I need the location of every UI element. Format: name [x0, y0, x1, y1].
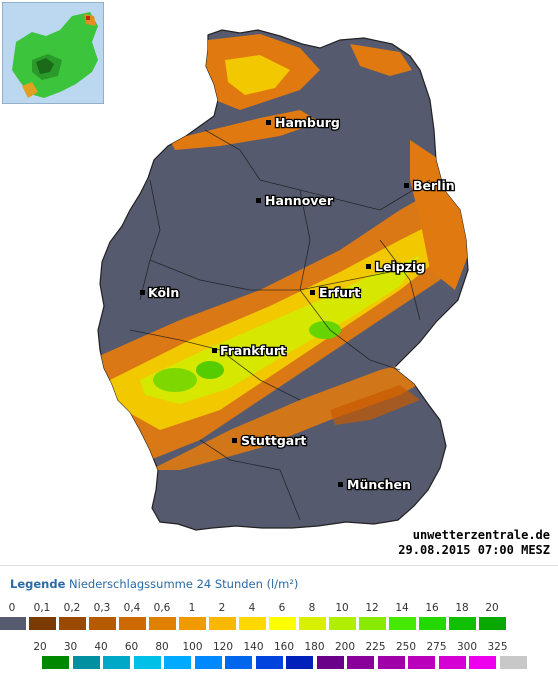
- legend-label: 200: [334, 641, 356, 653]
- legend-row-1: 0 0,1 0,2 0,3 0,4 0,6 1 2 4 6 8 10 12 14 16 18 20: [0, 602, 550, 632]
- credit-site: unwetterzentrale.de: [412, 528, 550, 542]
- legend-label: 60: [124, 641, 139, 653]
- legend-swatch: [72, 656, 100, 669]
- city-labels: Hamburg Berlin Hannover Leipzig Köln Erf…: [147, 114, 456, 494]
- legend-swatch: [239, 617, 266, 630]
- legend-swatch: [389, 617, 416, 630]
- legend-label: 180: [304, 641, 325, 653]
- legend-swatch: [119, 617, 146, 630]
- germany-map-svg: Hamburg Berlin Hannover Leipzig Köln Erf…: [97, 29, 469, 531]
- city-label-berlin: Berlin: [413, 178, 455, 193]
- legend-label: 2: [218, 602, 226, 614]
- city-label-erfurt: Erfurt: [319, 285, 360, 300]
- legend-label: 8: [308, 602, 316, 614]
- legend-label: 0,6: [153, 602, 171, 614]
- precipitation-overlay: [98, 34, 468, 470]
- legend-swatch: [438, 656, 466, 669]
- legend-label: 300: [456, 641, 478, 653]
- europe-overview-map[interactable]: [1, 1, 105, 105]
- legend-swatch: [89, 617, 116, 630]
- legend-swatch: [225, 656, 252, 669]
- precipitation-map: Hamburg Berlin Hannover Leipzig Köln Erf…: [1, 1, 550, 557]
- legend-swatch: [29, 617, 56, 630]
- legend-title: Legende Niederschlagssumme 24 Stunden (l…: [10, 577, 298, 591]
- city-markers: [140, 120, 409, 487]
- legend-label: 250: [395, 641, 417, 653]
- legend-swatch: [59, 617, 86, 630]
- city-label-stuttgart: Stuttgart: [241, 433, 306, 448]
- legend-label: 160: [273, 641, 295, 653]
- legend-title-text: Niederschlagssumme 24 Stunden (l/m²): [69, 577, 299, 591]
- legend-label: 0,2: [63, 602, 81, 614]
- legend-swatch: [0, 617, 26, 630]
- legend-swatch: [329, 617, 356, 630]
- legend-label: 80: [155, 641, 169, 653]
- legend-swatch: [359, 617, 386, 630]
- legend-label: 20: [33, 641, 47, 653]
- legend-swatch: [299, 617, 326, 630]
- city-label-frankfurt: Frankfurt: [220, 343, 286, 358]
- legend-label: 0: [8, 602, 16, 614]
- legend-divider: [0, 565, 558, 566]
- legend-swatch: [469, 656, 496, 669]
- legend-swatch: [377, 656, 405, 669]
- legend-swatch: [419, 617, 446, 630]
- legend-label: 120: [212, 641, 234, 653]
- legend-label: 275: [426, 641, 447, 653]
- legend-swatch: [347, 656, 374, 669]
- city-label-muenchen: München: [347, 477, 411, 492]
- legend-label: 140: [243, 641, 264, 653]
- legend-label: 4: [248, 602, 256, 614]
- legend-label: 10: [335, 602, 349, 614]
- city-label-leipzig: Leipzig: [375, 259, 425, 274]
- credit-timestamp: 29.08.2015 07:00 MESZ: [398, 543, 550, 557]
- legend-swatch: [179, 617, 206, 630]
- legend-label: 40: [94, 641, 108, 653]
- legend-swatch: [286, 656, 313, 669]
- city-label-koeln: Köln: [148, 285, 179, 300]
- legend-label: 325: [487, 641, 508, 653]
- legend-label: 0,4: [123, 602, 141, 614]
- europe-overview-svg: [1, 1, 105, 105]
- legend-label: 16: [425, 602, 439, 614]
- legend-label: 14: [395, 602, 409, 614]
- legend-label: 100: [182, 641, 203, 653]
- city-label-hannover: Hannover: [265, 193, 334, 208]
- legend-label: 225: [365, 641, 386, 653]
- legend-swatch: [133, 656, 161, 669]
- legend-label: 0,1: [33, 602, 51, 614]
- state-borders: [129, 129, 431, 521]
- legend-label: 20: [485, 602, 499, 614]
- legend-swatch: [449, 617, 476, 630]
- legend-label: 12: [365, 602, 379, 614]
- legend-title-bold: Legende: [10, 577, 66, 591]
- legend-swatch: [316, 656, 344, 669]
- legend-swatch: [209, 617, 236, 630]
- legend-label: 0,3: [93, 602, 111, 614]
- legend-swatch: [255, 656, 283, 669]
- legend-swatch: [42, 656, 69, 669]
- legend-swatch: [269, 617, 296, 630]
- city-label-hamburg: Hamburg: [275, 115, 340, 130]
- legend-label: 1: [188, 602, 196, 614]
- legend-swatch: [164, 656, 191, 669]
- legend-swatch: [479, 617, 506, 630]
- legend-swatch: [408, 656, 435, 669]
- legend-label: 6: [278, 602, 286, 614]
- legend-swatch: [103, 656, 130, 669]
- legend-swatch: [149, 617, 176, 630]
- legend-swatch: [499, 656, 527, 669]
- legend-row-2: 20 30 40 60 80 100 120 140 160 180 200 225 250 275 300…: [10, 641, 550, 671]
- legend-swatch: [194, 656, 222, 669]
- legend-label: 18: [455, 602, 469, 614]
- legend-label: 30: [63, 641, 78, 653]
